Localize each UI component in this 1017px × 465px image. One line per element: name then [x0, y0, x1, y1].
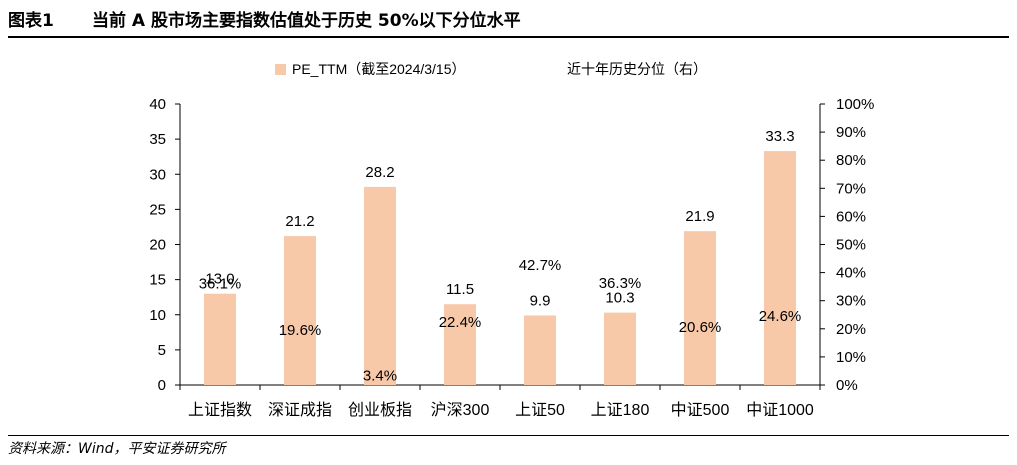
percentile-label: 22.4%	[439, 314, 482, 331]
percentile-label: 3.4%	[363, 367, 397, 384]
percentile-label: 24.6%	[759, 308, 802, 325]
bar-value-label: 11.5	[446, 281, 474, 298]
bar-value-label: 21.2	[285, 213, 314, 230]
figure-label: 图表1	[8, 11, 54, 31]
bar	[444, 304, 476, 385]
percentile-label: 20.6%	[679, 319, 722, 336]
top-rule	[8, 36, 1009, 38]
right-y-tick-label: 50%	[836, 237, 866, 254]
x-tick-label: 上证50	[515, 401, 565, 419]
x-tick-label: 中证500	[671, 401, 730, 419]
bar	[364, 186, 396, 385]
bar	[524, 315, 556, 385]
left-y-tick-label: 20	[149, 237, 166, 254]
source-note: 资料来源：Wind，平安证券研究所	[8, 441, 226, 457]
x-tick-label: 上证指数	[188, 401, 252, 419]
bar	[684, 231, 716, 385]
right-y-tick-label: 10%	[836, 349, 866, 366]
bar-value-label: 21.9	[685, 208, 714, 225]
bar	[204, 293, 236, 385]
bar-value-label: 33.3	[765, 128, 794, 145]
bar	[764, 151, 796, 385]
left-y-tick-label: 0	[158, 377, 166, 394]
right-y-tick-label: 40%	[836, 265, 866, 282]
right-y-tick-label: 100%	[836, 96, 874, 113]
x-tick-label: 深证成指	[268, 401, 332, 419]
bar-value-label: 9.9	[530, 292, 551, 309]
bar-value-label: 10.3	[605, 290, 634, 307]
left-y-tick-label: 15	[149, 272, 166, 289]
left-y-tick-label: 10	[149, 307, 166, 324]
right-y-tick-label: 20%	[836, 321, 866, 338]
bar	[284, 236, 316, 385]
legend-swatch-pe	[275, 64, 286, 75]
left-y-tick-label: 30	[149, 166, 166, 183]
figure-header: 图表1 当前 A 股市场主要指数估值处于历史 50%以下分位水平	[0, 0, 1017, 36]
legend-label-pe: PE_TTM（截至2024/3/15）	[292, 61, 466, 77]
left-y-tick-label: 40	[149, 96, 166, 113]
percentile-label: 36.1%	[199, 276, 242, 293]
right-y-tick-label: 70%	[836, 180, 866, 197]
x-tick-label: 创业板指	[348, 401, 412, 419]
x-tick-label: 中证1000	[746, 401, 814, 419]
right-y-tick-label: 90%	[836, 124, 866, 141]
bar	[604, 312, 636, 385]
left-y-tick-label: 5	[158, 342, 166, 359]
right-y-tick-label: 60%	[836, 208, 866, 225]
x-tick-label: 上证180	[591, 401, 650, 419]
percentile-label: 36.3%	[599, 275, 642, 292]
right-y-tick-label: 30%	[836, 293, 866, 310]
bottom-rule	[8, 435, 1009, 436]
right-y-tick-label: 0%	[836, 377, 858, 394]
bar-value-label: 28.2	[365, 164, 394, 181]
left-y-tick-label: 35	[149, 131, 166, 148]
x-tick-label: 沪深300	[431, 401, 490, 419]
legend-label-percentile: 近十年历史分位（右）	[567, 61, 707, 77]
left-y-tick-label: 25	[149, 201, 166, 218]
bar-value-label: 13.0	[205, 271, 234, 288]
right-y-tick-label: 80%	[836, 152, 866, 169]
figure-title: 当前 A 股市场主要指数估值处于历史 50%以下分位水平	[92, 11, 521, 31]
chart-area: 0 5 10 15 20 25 30 35 40 0% 10% 20% 30% 40% 50% 60% 70% 8…	[149, 61, 874, 419]
percentile-label: 42.7%	[519, 257, 562, 274]
percentile-label: 19.6%	[279, 322, 322, 339]
